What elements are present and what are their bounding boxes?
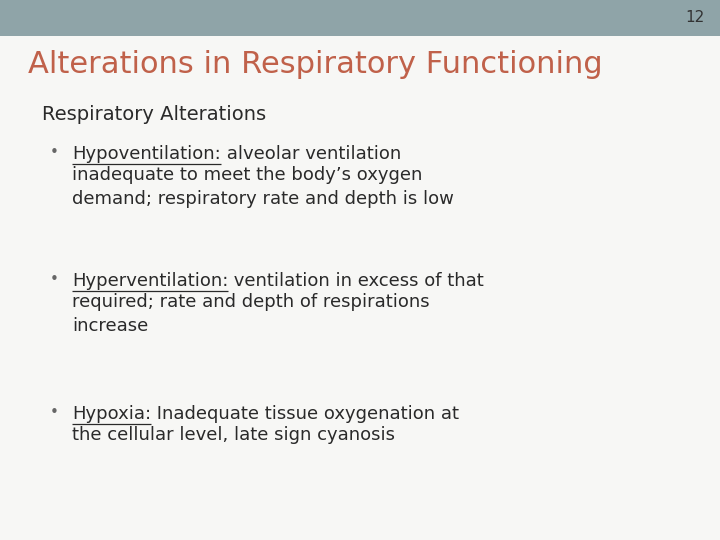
Text: alveolar ventilation: alveolar ventilation	[221, 145, 401, 163]
Text: ventilation in excess of that: ventilation in excess of that	[228, 272, 484, 290]
Text: Hyperventilation:: Hyperventilation:	[72, 272, 228, 290]
Text: Inadequate tissue oxygenation at: Inadequate tissue oxygenation at	[151, 405, 459, 423]
Text: inadequate to meet the body’s oxygen
demand; respiratory rate and depth is low: inadequate to meet the body’s oxygen dem…	[72, 166, 454, 208]
Text: •: •	[50, 272, 58, 287]
Text: Hypoventilation:: Hypoventilation:	[72, 145, 221, 163]
Text: the cellular level, late sign cyanosis: the cellular level, late sign cyanosis	[72, 426, 395, 444]
Bar	[0, 0, 720, 36]
Text: required; rate and depth of respirations
increase: required; rate and depth of respirations…	[72, 293, 430, 335]
Text: Hypoxia:: Hypoxia:	[72, 405, 151, 423]
Text: Respiratory Alterations: Respiratory Alterations	[42, 105, 266, 124]
Text: Alterations in Respiratory Functioning: Alterations in Respiratory Functioning	[28, 50, 603, 79]
Text: •: •	[50, 405, 58, 420]
Text: 12: 12	[685, 10, 705, 25]
Text: •: •	[50, 145, 58, 160]
